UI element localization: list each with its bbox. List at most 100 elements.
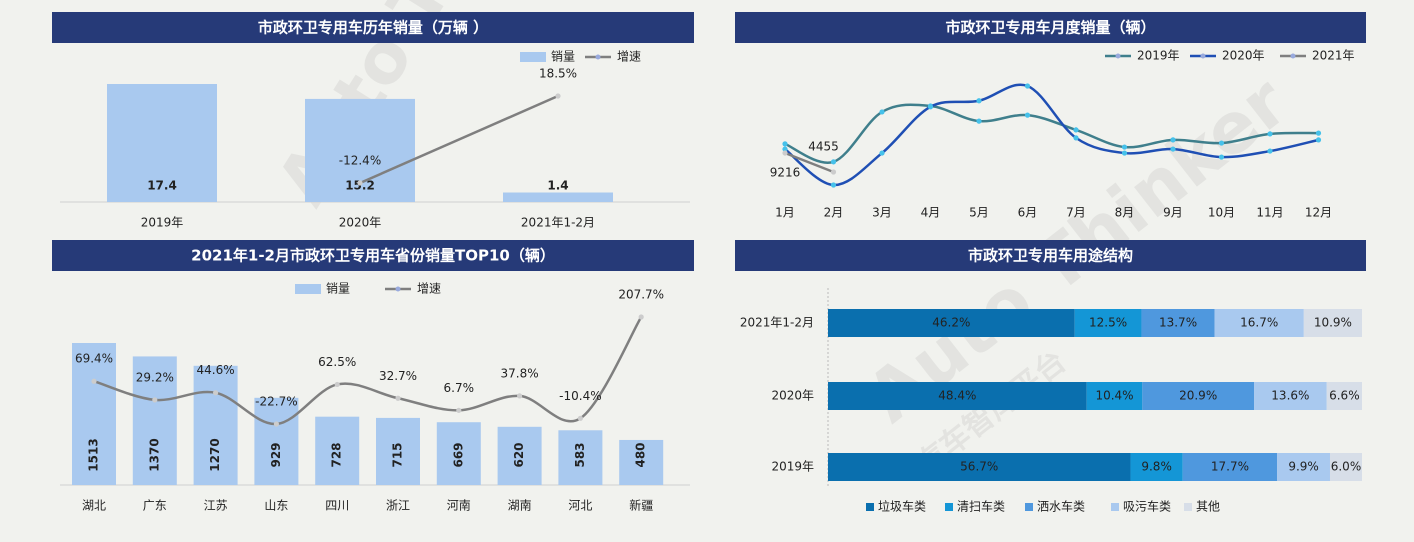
x-tick-label: 河南 xyxy=(447,498,471,513)
line xyxy=(784,151,834,174)
line-value-label: 44.6% xyxy=(197,363,235,377)
bar xyxy=(497,426,542,485)
line-value-label: 62.5% xyxy=(318,355,356,369)
legend-label: 2020年 xyxy=(1222,49,1265,63)
bar-value-label: 669 xyxy=(451,442,465,467)
bar xyxy=(558,430,603,485)
line-marker xyxy=(91,378,97,384)
legend-label: 销量 xyxy=(326,282,350,296)
bar xyxy=(619,439,664,485)
segment-label: 56.7% xyxy=(960,460,998,474)
x-tick-label: 2021年1-2月 xyxy=(521,216,595,230)
bar-value-label: 583 xyxy=(573,442,587,467)
line xyxy=(359,94,559,185)
x-tick-label: 广东 xyxy=(143,499,167,513)
legend-swatch xyxy=(866,503,874,511)
bar-value-label: 728 xyxy=(330,442,344,467)
line xyxy=(784,103,1319,164)
line-marker xyxy=(879,150,885,156)
line-marker xyxy=(830,182,837,188)
x-tick-label: 8月 xyxy=(1115,206,1135,220)
bar-value-label: 1370 xyxy=(147,438,161,471)
line-marker xyxy=(830,169,837,175)
line-marker xyxy=(976,118,982,124)
line-marker xyxy=(1121,144,1128,150)
x-tick-label: 11月 xyxy=(1256,206,1283,220)
legend-swatch xyxy=(1025,503,1033,511)
line-marker xyxy=(1267,131,1273,137)
line-marker xyxy=(782,150,788,156)
line-marker xyxy=(1315,137,1322,143)
segment-label: 17.7% xyxy=(1211,460,1249,474)
x-tick-label: 1月 xyxy=(775,206,795,220)
x-tick-label: 湖北 xyxy=(82,498,106,513)
bar-segment xyxy=(1130,453,1183,481)
x-tick-label: 四川 xyxy=(325,499,349,513)
x-tick-label: 4月 xyxy=(921,206,941,220)
line-value-label: 9216 xyxy=(770,166,801,180)
x-tick-label: 山东 xyxy=(264,499,288,513)
bar xyxy=(132,356,177,485)
y-tick-label: 2019年 xyxy=(771,460,814,474)
legend-label: 洒水车类 xyxy=(1037,499,1085,514)
legend-label: 吸污车类 xyxy=(1123,499,1171,514)
line-marker xyxy=(638,314,644,320)
segment-label: 10.9% xyxy=(1314,316,1352,330)
line-marker xyxy=(1315,130,1322,136)
x-tick-label: 河北 xyxy=(568,499,592,513)
x-tick-label: 江苏 xyxy=(204,499,228,513)
legend-label: 2019年 xyxy=(1137,49,1180,63)
segment-label: 20.9% xyxy=(1179,389,1217,403)
line-marker xyxy=(1073,127,1079,133)
segment-label: 6.6% xyxy=(1329,389,1360,403)
line-value-label: 29.2% xyxy=(136,370,174,384)
line-marker xyxy=(1121,150,1128,156)
line-marker xyxy=(1218,140,1225,146)
segment-label: 13.6% xyxy=(1271,389,1309,403)
bar-value-label: 929 xyxy=(269,442,283,467)
legend-label: 清扫车类 xyxy=(957,499,1005,514)
segment-label: 16.7% xyxy=(1240,316,1278,330)
line-value-label: 37.8% xyxy=(501,366,539,380)
segment-label: 46.2% xyxy=(932,316,970,330)
bar xyxy=(315,416,360,485)
x-tick-label: 2019年 xyxy=(141,216,184,230)
line-marker xyxy=(830,159,837,165)
x-tick-label: 3月 xyxy=(872,206,892,220)
bar-segment xyxy=(1254,382,1327,410)
chart-title: 市政环卫专用车用途结构 xyxy=(968,247,1133,265)
line-value-label: -12.4% xyxy=(339,154,381,168)
line-value-label: 4455 xyxy=(808,140,839,154)
bar-segment xyxy=(1074,309,1142,337)
line-marker xyxy=(976,98,982,104)
x-tick-label: 2月 xyxy=(824,206,844,220)
legend-swatch xyxy=(1184,503,1192,511)
bar xyxy=(436,422,481,485)
line-marker xyxy=(1170,146,1176,152)
legend-label: 2021年 xyxy=(1312,49,1355,63)
legend-swatch xyxy=(595,54,601,60)
line-value-label: 69.4% xyxy=(75,352,113,366)
line-value-label: 207.7% xyxy=(618,288,664,302)
line-value-label: 18.5% xyxy=(539,67,577,81)
bar xyxy=(107,84,217,202)
line-marker xyxy=(1073,135,1079,141)
line-marker xyxy=(1218,154,1225,160)
bar-value-label: 1270 xyxy=(208,438,222,471)
segment-label: 12.5% xyxy=(1089,316,1127,330)
bar-segment xyxy=(828,382,1087,410)
legend-label: 其他 xyxy=(1196,500,1220,514)
line-value-label: 32.7% xyxy=(379,369,417,383)
x-tick-label: 浙江 xyxy=(386,499,410,513)
segment-label: 10.4% xyxy=(1095,389,1133,403)
legend-label: 销量 xyxy=(551,50,575,64)
legend-swatch xyxy=(1200,53,1206,59)
legend-label: 垃圾车类 xyxy=(878,499,926,514)
x-tick-label: 5月 xyxy=(969,206,989,220)
bar-value-label: 1513 xyxy=(87,438,101,471)
bar-segment xyxy=(1214,309,1304,337)
bar-segment xyxy=(1182,453,1278,481)
legend-swatch xyxy=(1290,53,1296,59)
bar-value-label: 17.4 xyxy=(147,179,177,193)
chart-title: 市政环卫专用车月度销量（辆） xyxy=(945,19,1155,37)
